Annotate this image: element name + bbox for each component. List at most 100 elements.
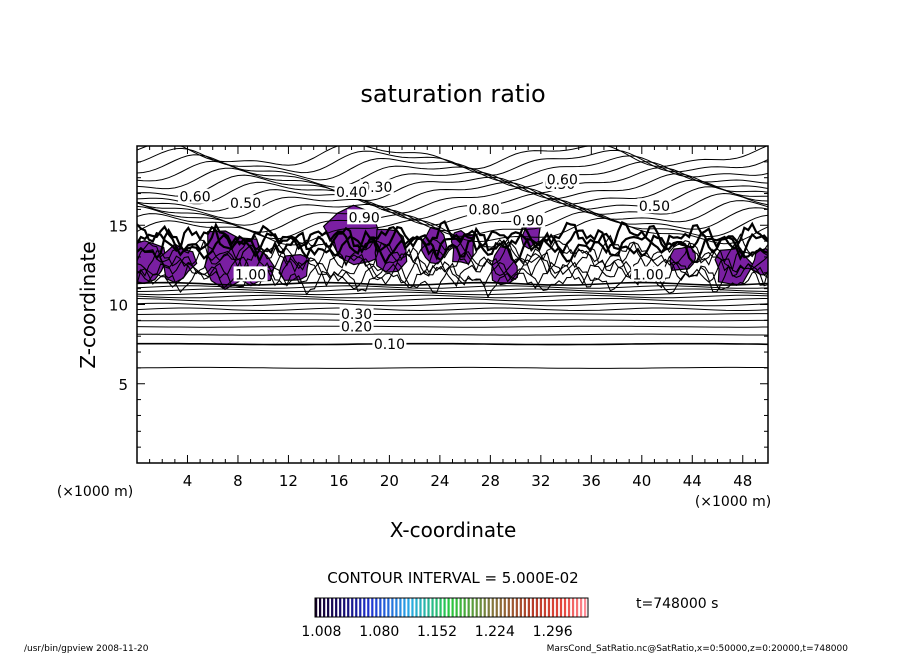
contour-line-cloud-8: [137, 220, 768, 255]
colorbar-cell: [451, 598, 454, 617]
colorbar-cell: [495, 598, 498, 617]
x-tick-label: 20: [380, 472, 399, 490]
colorbar-cell: [483, 598, 486, 617]
x-tick-label: 36: [582, 472, 601, 490]
contour-line-upper-7: [137, 173, 768, 201]
x-tick-label: 16: [329, 472, 348, 490]
colorbar-cell: [551, 598, 555, 617]
colorbar-cell: [559, 598, 563, 617]
colorbar-cell: [555, 598, 559, 617]
colorbar-tick-label: 1.224: [475, 624, 515, 640]
colorbar-cell: [327, 598, 330, 617]
x-tick-label: 28: [481, 472, 500, 490]
contour-label-bg: [228, 195, 263, 211]
x-tick-label: 24: [430, 472, 449, 490]
contour-label-1: 0.20: [341, 320, 372, 336]
contour-label-11: 0.90: [349, 210, 380, 226]
contour-line-8: [137, 297, 768, 302]
colorbar-cell: [395, 598, 398, 617]
contour-interval-text: CONTOUR INTERVAL = 5.000E-02: [327, 569, 578, 587]
colorbar-tick-label: 1.152: [417, 624, 457, 640]
colorbar-cell: [315, 598, 318, 617]
colorbar-cell: [503, 598, 506, 617]
y-tick-label: 15: [109, 217, 128, 235]
contour-line-7: [137, 302, 768, 307]
x-axis-label: X-coordinate: [390, 518, 517, 542]
colorbar-cell: [435, 598, 438, 617]
contour-line-3: [137, 325, 768, 328]
contour-label-bg: [467, 201, 502, 217]
colorbar-cell: [463, 598, 466, 617]
contour-line-9: [137, 294, 768, 299]
contour-line-upper-9: [137, 160, 768, 188]
x-axis-ticks: 4 8 12 16 20 24 28 32 36 40 44 48: [136, 146, 769, 490]
colorbar-cell: [347, 598, 350, 617]
x-tick-label: 32: [531, 472, 550, 490]
colorbar-cell: [383, 598, 386, 617]
contour-label-bg: [233, 266, 268, 282]
colorbar-tick-label: 1.296: [533, 624, 573, 640]
colorbar-tick-label: 1.080: [359, 624, 399, 640]
x-tick-label: 44: [683, 472, 702, 490]
colorbar-ticks: 1.008 1.080 1.152 1.224 1.296: [301, 624, 572, 640]
contour-label-bg: [511, 212, 546, 228]
contour-line-1: [137, 342, 768, 346]
colorbar-cell: [519, 598, 522, 617]
contour-label-9: 0.60: [547, 172, 578, 188]
contour-label-13: 1.00: [235, 267, 266, 283]
y-tick-label: 10: [109, 297, 128, 315]
colorbar-cell: [411, 598, 414, 617]
colorbar-cell: [535, 598, 539, 617]
colorbar-cell: [523, 598, 526, 617]
colorbar-cell: [399, 598, 402, 617]
contour-label-bg: [334, 183, 369, 199]
colorbar-cell: [371, 598, 374, 617]
colorbar-tick-label: 1.008: [301, 624, 341, 640]
colorbar-cell: [567, 598, 571, 617]
colorbar-cell: [471, 598, 474, 617]
colorbar-cell: [415, 598, 418, 617]
colorbar-frame: [314, 597, 589, 618]
contour-label-bg: [339, 306, 374, 322]
contour-label-12: 0.90: [513, 213, 544, 229]
colorbar: [314, 597, 589, 618]
contour-label-bg: [347, 209, 382, 225]
colorbar-cell: [419, 598, 422, 617]
colorbar-cell: [467, 598, 470, 617]
colorbar-cell: [423, 598, 426, 617]
colorbar-cell: [579, 598, 583, 617]
x-tick-label: 12: [279, 472, 298, 490]
footer-left: /usr/bin/gpview 2008-11-20: [24, 644, 149, 654]
colorbar-cell: [379, 598, 382, 617]
contour-line-cloud-6: [137, 226, 768, 266]
contour-line-11: [137, 288, 768, 293]
contour-line-upper-6: [137, 179, 768, 208]
colorbar-cell: [443, 598, 446, 617]
colorbar-cell: [343, 598, 346, 617]
x-unit-left: (×1000 m): [57, 484, 133, 500]
contour-line-4: [137, 319, 768, 322]
contour-label-bg: [637, 198, 672, 214]
colorbar-cell: [323, 598, 326, 617]
colorbar-cell: [511, 598, 514, 617]
contour-line-10: [137, 291, 768, 296]
colorbar-cell: [531, 598, 534, 617]
colorbar-cell: [403, 598, 406, 617]
colorbar-cell: [455, 598, 458, 617]
contour-label-6: 0.50: [230, 196, 261, 212]
y-axis-label: Z-coordinate: [76, 241, 100, 368]
contour-label-bg: [178, 188, 213, 204]
colorbar-cell: [543, 598, 547, 617]
time-label: t=748000 s: [636, 596, 718, 612]
contour-line-6: [137, 307, 768, 312]
colorbar-cell: [515, 598, 518, 617]
contour-label-bg: [545, 171, 580, 187]
x-tick-label: 48: [733, 472, 752, 490]
contour-line-upper-12: [137, 146, 768, 170]
colorbar-cell: [363, 598, 366, 617]
contour-line-upper-2: [137, 205, 768, 233]
colorbar-cell: [459, 598, 462, 617]
contour-line-2: [137, 333, 768, 336]
y-axis-ticks: 5 10 15: [109, 145, 768, 464]
x-tick-label: 8: [233, 472, 243, 490]
